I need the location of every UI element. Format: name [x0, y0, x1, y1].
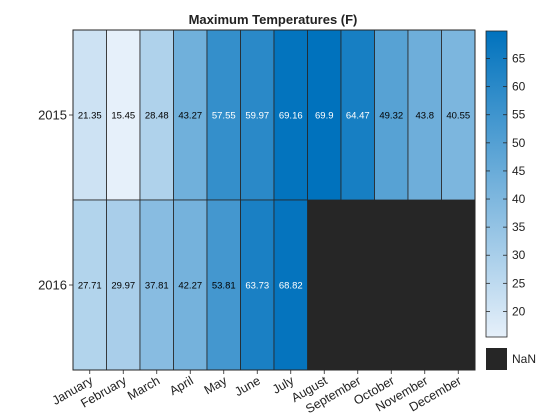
heatmap-cell: [307, 29, 342, 201]
heatmap-cell: [106, 29, 141, 201]
cell-value-label: 63.73: [245, 281, 269, 292]
heatmap-cell: [408, 200, 442, 370]
column-label: June: [232, 373, 263, 399]
cell-value-label: 68.82: [279, 281, 303, 292]
chart-title: Maximum Temperatures (F): [189, 12, 358, 27]
colorbar-tick-label: 45: [512, 164, 526, 178]
heatmap-cell: [441, 29, 476, 201]
row-labels: 2015 2016: [38, 108, 73, 293]
heatmap-cell: [206, 199, 241, 371]
cell-value-label: 69.9: [315, 111, 334, 122]
cell-value-label: 28.48: [145, 111, 169, 122]
cell-value-label: 53.81: [212, 281, 236, 292]
colorbar-tick-label: 55: [512, 108, 526, 122]
nan-swatch: [486, 348, 507, 370]
cell-value-label: 42.27: [178, 281, 202, 292]
plot-frame: [72, 29, 476, 371]
colorbar: 20 25 30 35 40 45 50 55 60 65: [485, 30, 526, 338]
colorbar-tick-label: 35: [512, 220, 526, 234]
heatmap-cell: [374, 29, 409, 201]
colorbar-tick-label: 65: [512, 52, 526, 66]
cell-value-label: 27.71: [78, 281, 102, 292]
heatmap-cell: [374, 200, 408, 370]
nan-legend: NaN: [486, 348, 536, 370]
nan-label: NaN: [512, 352, 536, 366]
colorbar-tick-label: 25: [512, 276, 526, 290]
heatmap-cell: [240, 199, 275, 371]
column-label: April: [167, 373, 196, 398]
cell-value-label: 69.16: [279, 111, 303, 122]
colorbar-gradient: [485, 30, 508, 338]
heatmap-cell: [240, 29, 275, 201]
cell-value-label: 21.35: [78, 111, 102, 122]
heatmap-cells: 21.35 15.45 28.48 43.27 57.55 59.97 69.16 69.9 6…: [72, 29, 476, 371]
cell-value-label: 49.32: [379, 111, 403, 122]
colorbar-tick-label: 50: [512, 136, 526, 150]
cell-value-label: 43.8: [416, 111, 435, 122]
cell-value-label: 59.97: [245, 111, 269, 122]
column-label: March: [125, 373, 162, 403]
heatmap-cell: [173, 29, 208, 201]
heatmap-cell: [106, 199, 141, 371]
colorbar-tick-label: 40: [512, 192, 526, 206]
row-label: 2016: [38, 278, 67, 293]
heatmap-cell: [273, 199, 308, 371]
cell-value-label: 37.81: [145, 281, 169, 292]
heatmap-cell: [341, 200, 375, 370]
heatmap-cell: [307, 200, 341, 370]
heatmap-cell: [72, 29, 107, 201]
cell-value-label: 57.55: [212, 111, 236, 122]
cell-value-label: 64.47: [346, 111, 370, 122]
cell-value-label: 43.27: [178, 111, 202, 122]
cell-value-label: 40.55: [446, 111, 470, 122]
row-label: 2015: [38, 108, 67, 123]
colorbar-ticks: 20 25 30 35 40 45 50 55 60 65: [486, 52, 526, 318]
heatmap-cell: [441, 200, 475, 370]
column-label: May: [202, 373, 230, 397]
cell-value-label: 29.97: [111, 281, 135, 292]
colorbar-tick-label: 60: [512, 80, 526, 94]
heatmap-cell: [173, 199, 208, 371]
colorbar-tick-label: 30: [512, 248, 526, 262]
cell-value-label: 15.45: [111, 111, 135, 122]
colorbar-tick-label: 20: [512, 304, 526, 318]
